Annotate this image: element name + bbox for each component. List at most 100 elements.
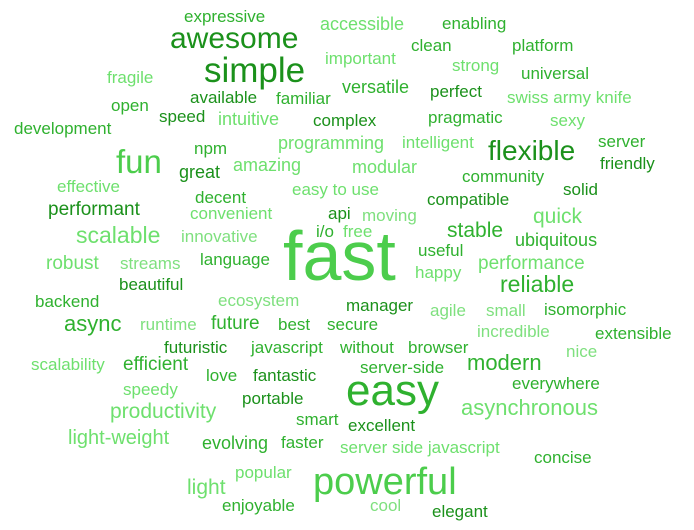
word-productivity: productivity xyxy=(110,400,217,423)
word-javascript: javascript xyxy=(251,338,323,357)
word-everywhere: everywhere xyxy=(512,374,600,393)
word-faster: faster xyxy=(281,433,324,452)
word-community: community xyxy=(462,167,545,186)
word-enjoyable: enjoyable xyxy=(222,496,295,515)
word-light-weight: light-weight xyxy=(68,427,170,449)
word-intuitive: intuitive xyxy=(218,109,280,129)
word-npm: npm xyxy=(194,139,228,158)
word-accessible: accessible xyxy=(320,14,405,34)
word-effective: effective xyxy=(57,177,121,196)
word-convenient: convenient xyxy=(190,204,273,223)
word-fast: fast xyxy=(283,217,396,295)
word-light: light xyxy=(187,476,226,499)
word-server-side-javascript: server side javascript xyxy=(340,438,500,457)
word-intelligent: intelligent xyxy=(402,133,474,152)
word-clean: clean xyxy=(411,36,452,55)
word-server-side: server-side xyxy=(360,358,445,377)
word-cool: cool xyxy=(370,496,402,515)
word-innovative: innovative xyxy=(181,227,258,246)
word-concise: concise xyxy=(534,448,592,467)
word-beautiful: beautiful xyxy=(119,275,184,294)
word-swiss-army-knife: swiss army knife xyxy=(507,88,632,107)
word-pragmatic: pragmatic xyxy=(428,108,503,127)
word-decent: decent xyxy=(195,188,247,207)
word-easy-to-use: easy to use xyxy=(292,180,379,199)
word-asynchronous: asynchronous xyxy=(461,395,598,420)
word-performant: performant xyxy=(48,199,140,220)
word-backend: backend xyxy=(35,292,100,311)
word-runtime: runtime xyxy=(140,315,197,334)
word-amazing: amazing xyxy=(233,155,302,175)
word-stable: stable xyxy=(447,219,504,242)
word-simple: simple xyxy=(204,51,306,90)
word-open: open xyxy=(111,96,149,115)
word-async: async xyxy=(64,311,122,336)
word-universal: universal xyxy=(521,64,590,83)
word-ecosystem: ecosystem xyxy=(218,291,300,310)
word-sexy: sexy xyxy=(550,111,585,130)
word-reliable: reliable xyxy=(500,271,575,297)
word-robust: robust xyxy=(46,253,99,274)
word-secure: secure xyxy=(327,315,379,334)
word-familiar: familiar xyxy=(276,89,331,108)
word-i-o: i/o xyxy=(316,222,334,241)
word-scalable: scalable xyxy=(76,222,161,248)
word-evolving: evolving xyxy=(202,433,269,453)
word-server: server xyxy=(598,132,646,151)
word-expressive: expressive xyxy=(184,7,266,26)
word-manager: manager xyxy=(346,296,414,315)
word-speed: speed xyxy=(159,107,206,126)
word-small: small xyxy=(486,301,526,320)
word-api: api xyxy=(328,204,351,223)
word-happy: happy xyxy=(415,263,462,282)
word-best: best xyxy=(278,315,311,334)
word-modern: modern xyxy=(467,350,542,375)
word-development: development xyxy=(14,119,112,138)
word-isomorphic: isomorphic xyxy=(544,300,627,319)
word-love: love xyxy=(206,366,238,385)
word-fun: fun xyxy=(116,143,162,180)
word-portable: portable xyxy=(242,389,304,408)
word-incredible: incredible xyxy=(477,322,550,341)
word-popular: popular xyxy=(235,463,292,482)
word-language: language xyxy=(200,250,270,269)
word-nice: nice xyxy=(566,342,598,361)
word-futuristic: futuristic xyxy=(164,338,228,357)
word-ubiquitous: ubiquitous xyxy=(515,230,598,250)
word-smart: smart xyxy=(296,410,339,429)
word-without: without xyxy=(340,338,394,357)
word-complex: complex xyxy=(313,111,377,130)
word-moving: moving xyxy=(362,206,417,225)
word-awesome: awesome xyxy=(170,22,299,55)
word-fragile: fragile xyxy=(107,68,154,87)
word-programming: programming xyxy=(278,133,385,153)
word-solid: solid xyxy=(563,180,598,199)
word-efficient: efficient xyxy=(123,354,189,375)
word-streams: streams xyxy=(120,254,181,273)
word-platform: platform xyxy=(512,36,574,55)
word-useful: useful xyxy=(418,241,464,260)
word-extensible: extensible xyxy=(595,324,672,343)
word-free: free xyxy=(343,222,373,241)
word-available: available xyxy=(190,88,258,107)
word-important: important xyxy=(325,49,396,68)
word-easy: easy xyxy=(346,366,439,415)
word-elegant: elegant xyxy=(432,502,488,521)
word-scalability: scalability xyxy=(31,355,105,374)
word-powerful: powerful xyxy=(313,461,457,503)
word-strong: strong xyxy=(452,56,500,75)
word-browser: browser xyxy=(408,338,469,357)
word-modular: modular xyxy=(352,157,418,177)
word-perfect: perfect xyxy=(430,82,482,101)
word-compatible: compatible xyxy=(427,190,510,209)
word-friendly: friendly xyxy=(600,154,655,173)
word-agile: agile xyxy=(430,301,466,320)
word-performance: performance xyxy=(478,253,585,274)
word-future: future xyxy=(211,313,260,334)
word-excellent: excellent xyxy=(348,416,416,435)
word-fantastic: fantastic xyxy=(253,366,317,385)
word-quick: quick xyxy=(533,205,583,228)
word-versatile: versatile xyxy=(342,77,410,97)
word-enabling: enabling xyxy=(442,14,507,33)
